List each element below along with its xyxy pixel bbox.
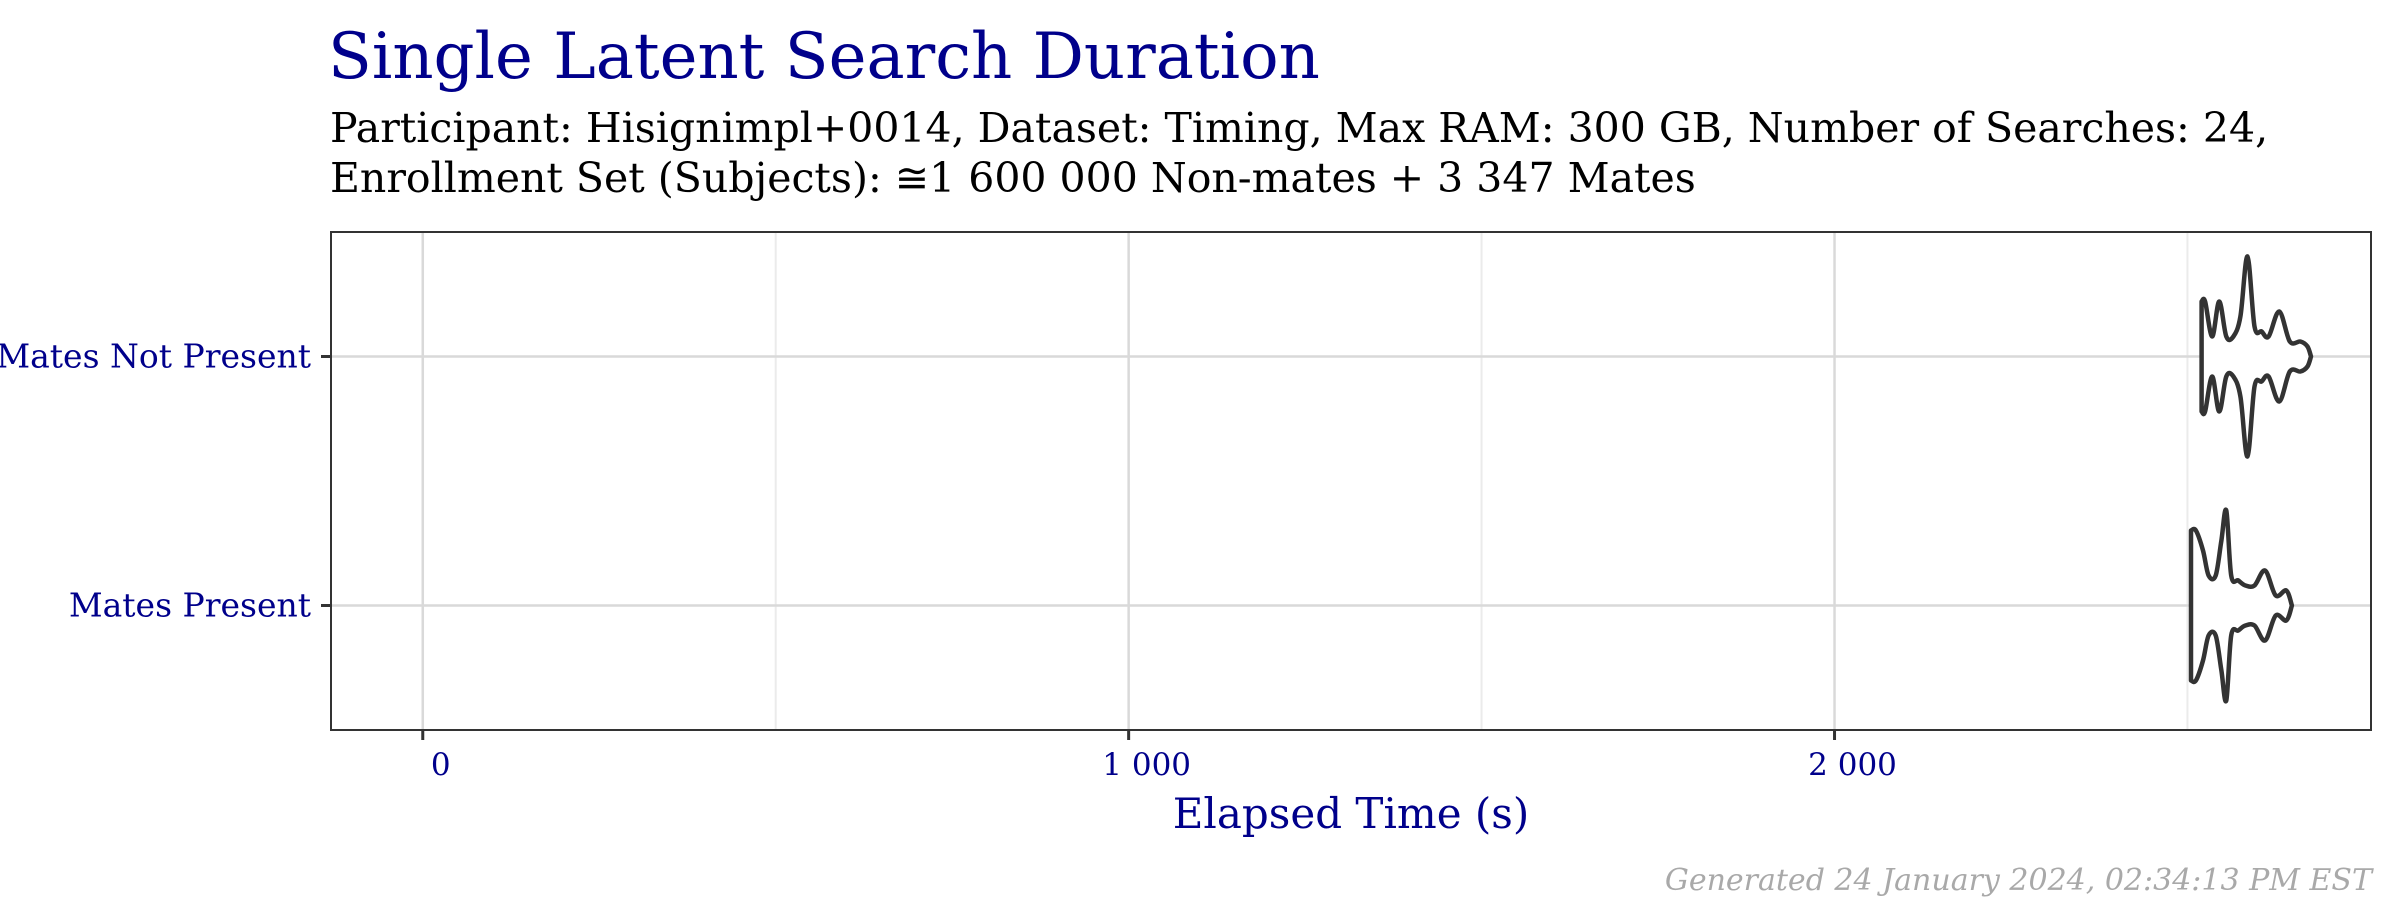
chart-subtitle-line-1: Participant: Hisignimpl+0014, Dataset: T… xyxy=(330,104,2268,152)
chart-title: Single Latent Search Duration xyxy=(328,20,1320,94)
violin-shape xyxy=(2188,507,2295,704)
x-axis-title: Elapsed Time (s) xyxy=(1173,789,1529,838)
x-tick-label: 0 xyxy=(431,747,451,783)
x-tick-label: 2 000 xyxy=(1808,747,1897,783)
x-tick-label: 1 000 xyxy=(1102,747,1191,783)
grid-layer xyxy=(331,232,2371,730)
axis-layer: 0 1 000 2 000 Mates Not Present Mates Presen… xyxy=(0,337,1897,784)
chart-subtitle-line-2: Enrollment Set (Subjects): ≅1 600 000 No… xyxy=(330,154,1696,202)
y-category-label: Mates Present xyxy=(69,586,311,625)
plot-panel-border xyxy=(330,231,2372,731)
violin-shape xyxy=(2199,254,2314,459)
generated-caption: Generated 24 January 2024, 02:34:13 PM E… xyxy=(1665,863,2374,898)
y-category-label: Mates Not Present xyxy=(0,337,311,376)
violin-layer xyxy=(2188,254,2314,704)
